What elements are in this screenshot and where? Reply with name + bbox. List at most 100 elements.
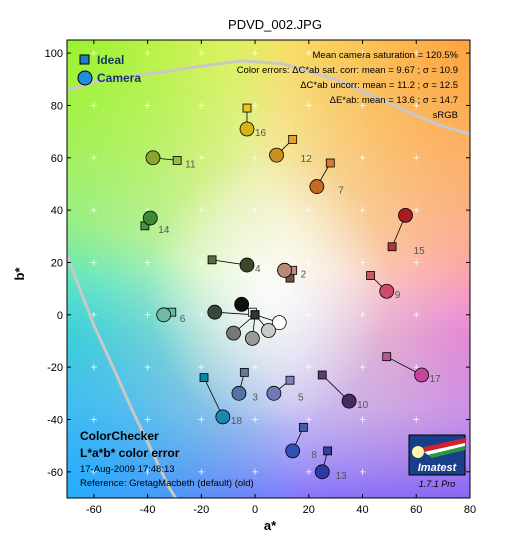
ideal-marker: [250, 310, 260, 320]
camera-marker: [379, 283, 395, 299]
plot-area: 2 3 4 5 6 7 8 9 10 11 12 13 14 15 16 17 18: [67, 40, 470, 498]
camera-marker: [231, 385, 247, 401]
ideal-markers: [140, 103, 397, 456]
camera-marker: [239, 121, 255, 137]
ideal-marker: [288, 135, 298, 144]
ideal-marker: [199, 373, 209, 383]
ideal-marker: [382, 352, 392, 362]
legend: Ideal Camera: [77, 53, 141, 86]
stats-saturation: Mean camera saturation = 120.5%: [313, 50, 459, 61]
camera-marker: [309, 179, 325, 194]
y-tick-label: 80: [51, 100, 63, 112]
ideal-marker: [317, 370, 327, 380]
camera-marker: [226, 325, 241, 341]
footer-date: 17-Aug-2009 17:48:13: [80, 464, 175, 475]
y-tick-label: 40: [51, 205, 63, 217]
ideal-marker: [207, 255, 217, 265]
patch-label: 14: [158, 225, 170, 236]
x-tick-label: -60: [86, 504, 102, 516]
gamut-boundary: [67, 59, 470, 498]
camera-marker: [234, 296, 250, 312]
y-tick-label: -40: [47, 414, 63, 426]
patch-label: 18: [231, 416, 243, 427]
logo-version: 1.7.1 Pro: [419, 479, 456, 489]
camera-marker: [269, 147, 284, 163]
bg-center: [67, 40, 470, 498]
logo-stripe-red: [420, 438, 465, 452]
ideal-marker: [325, 158, 335, 168]
logo-sun: [412, 446, 424, 458]
logo-stripe-green: [428, 446, 465, 458]
stats-delta-e: ΔE*ab: mean = 13.6 ; σ = 14.7: [330, 95, 458, 106]
patch-label: 12: [301, 154, 313, 165]
patch-label: 15: [414, 246, 426, 257]
camera-marker: [314, 464, 330, 480]
patch-label: 8: [311, 450, 317, 461]
camera-marker: [215, 409, 231, 425]
ideal-marker: [172, 155, 182, 165]
y-tick-label: 60: [51, 153, 63, 165]
footer-block: ColorChecker L*a*b* color error 17-Aug-2…: [80, 429, 254, 489]
patch-label: 11: [185, 159, 196, 170]
patch-labels: 2 3 4 5 6 7 8 9 10 11 12 13 14 15 16 17 18: [158, 128, 441, 482]
footer-title: ColorChecker: [80, 429, 159, 443]
camera-marker: [239, 257, 255, 273]
ideal-marker: [366, 271, 375, 280]
legend-ideal-marker: [79, 54, 90, 65]
camera-marker: [266, 385, 282, 401]
logo-text: Imatest: [418, 462, 458, 474]
ideal-marker: [239, 367, 249, 377]
patch-label: 13: [336, 471, 348, 482]
patch-label: 10: [357, 400, 369, 411]
chart-title: PDVD_002.JPG: [228, 17, 322, 32]
camera-marker: [285, 443, 301, 459]
ideal-marker: [299, 422, 308, 432]
camera-marker: [341, 393, 357, 409]
footer-reference: Reference: GretagMacbeth (default) (old): [80, 478, 254, 489]
x-tick-label: -20: [193, 504, 209, 516]
camera-marker: [142, 210, 158, 226]
x-tick-label: 0: [252, 504, 258, 516]
camera-marker: [244, 330, 260, 346]
axis-ticks: -60 -40 -20 0 20 40 60 80 -60 -40 -20 0 20 40 60 80 100: [45, 40, 476, 516]
y-tick-label: -20: [47, 362, 63, 374]
camera-markers: [142, 121, 430, 480]
legend-camera-marker: [77, 70, 93, 86]
x-axis-label: a*: [264, 518, 277, 533]
ideal-marker: [387, 242, 397, 252]
camera-marker: [156, 307, 172, 323]
y-tick-label: 100: [45, 48, 63, 60]
gamut-boundary-curve: [67, 251, 178, 498]
imatest-logo: Imatest 1.7.1 Pro: [408, 434, 466, 489]
ideal-marker: [323, 446, 333, 456]
patch-label: 2: [301, 269, 307, 280]
patch-label: 4: [255, 264, 261, 275]
gamut-boundary-curve: [67, 59, 470, 136]
patch-label: 5: [298, 392, 304, 403]
patch-label: 7: [338, 186, 344, 197]
camera-marker: [261, 323, 276, 338]
camera-marker: [207, 304, 223, 320]
y-tick-label: -60: [47, 467, 63, 479]
ideal-marker: [285, 375, 295, 385]
y-axis-label: b*: [12, 267, 27, 281]
camera-marker: [271, 315, 287, 331]
stats-colorspace: sRGB: [433, 110, 458, 121]
legend-camera-label: Camera: [97, 71, 141, 85]
stats-sat-corr: Color errors: ΔC*ab sat. corr: mean = 9.…: [237, 65, 458, 76]
y-tick-label: 0: [57, 310, 63, 322]
camera-marker: [414, 367, 430, 383]
x-tick-label: 40: [356, 504, 368, 516]
ideal-marker: [242, 103, 252, 113]
logo-stripe-white: [424, 443, 465, 455]
camera-marker: [277, 262, 293, 278]
plot-frame: [66, 39, 471, 499]
patch-label: 17: [430, 374, 442, 385]
x-tick-label: 20: [303, 504, 315, 516]
camera-marker: [398, 207, 413, 223]
color-space-background: [67, 40, 470, 498]
camera-marker: [145, 150, 161, 166]
y-tick-label: 20: [51, 257, 63, 269]
x-tick-label: 80: [464, 504, 476, 516]
